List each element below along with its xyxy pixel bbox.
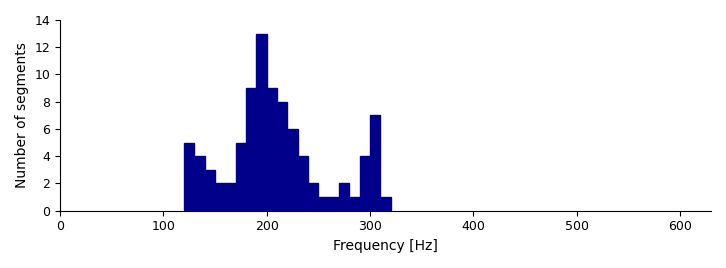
Bar: [205, 170, 215, 211]
Bar: [329, 197, 339, 211]
Bar: [277, 102, 287, 211]
Bar: [370, 115, 380, 211]
Y-axis label: Number of segments: Number of segments: [15, 42, 29, 188]
Bar: [215, 184, 226, 211]
Bar: [349, 197, 360, 211]
Bar: [287, 129, 298, 211]
Bar: [319, 197, 329, 211]
Bar: [298, 156, 308, 211]
Bar: [236, 143, 246, 211]
Bar: [226, 184, 236, 211]
Bar: [256, 34, 266, 211]
Bar: [308, 184, 319, 211]
Bar: [380, 197, 391, 211]
Bar: [266, 88, 277, 211]
Bar: [360, 156, 370, 211]
X-axis label: Frequency [Hz]: Frequency [Hz]: [333, 239, 438, 253]
Bar: [195, 156, 205, 211]
Bar: [246, 88, 256, 211]
Bar: [339, 184, 349, 211]
Bar: [184, 143, 195, 211]
